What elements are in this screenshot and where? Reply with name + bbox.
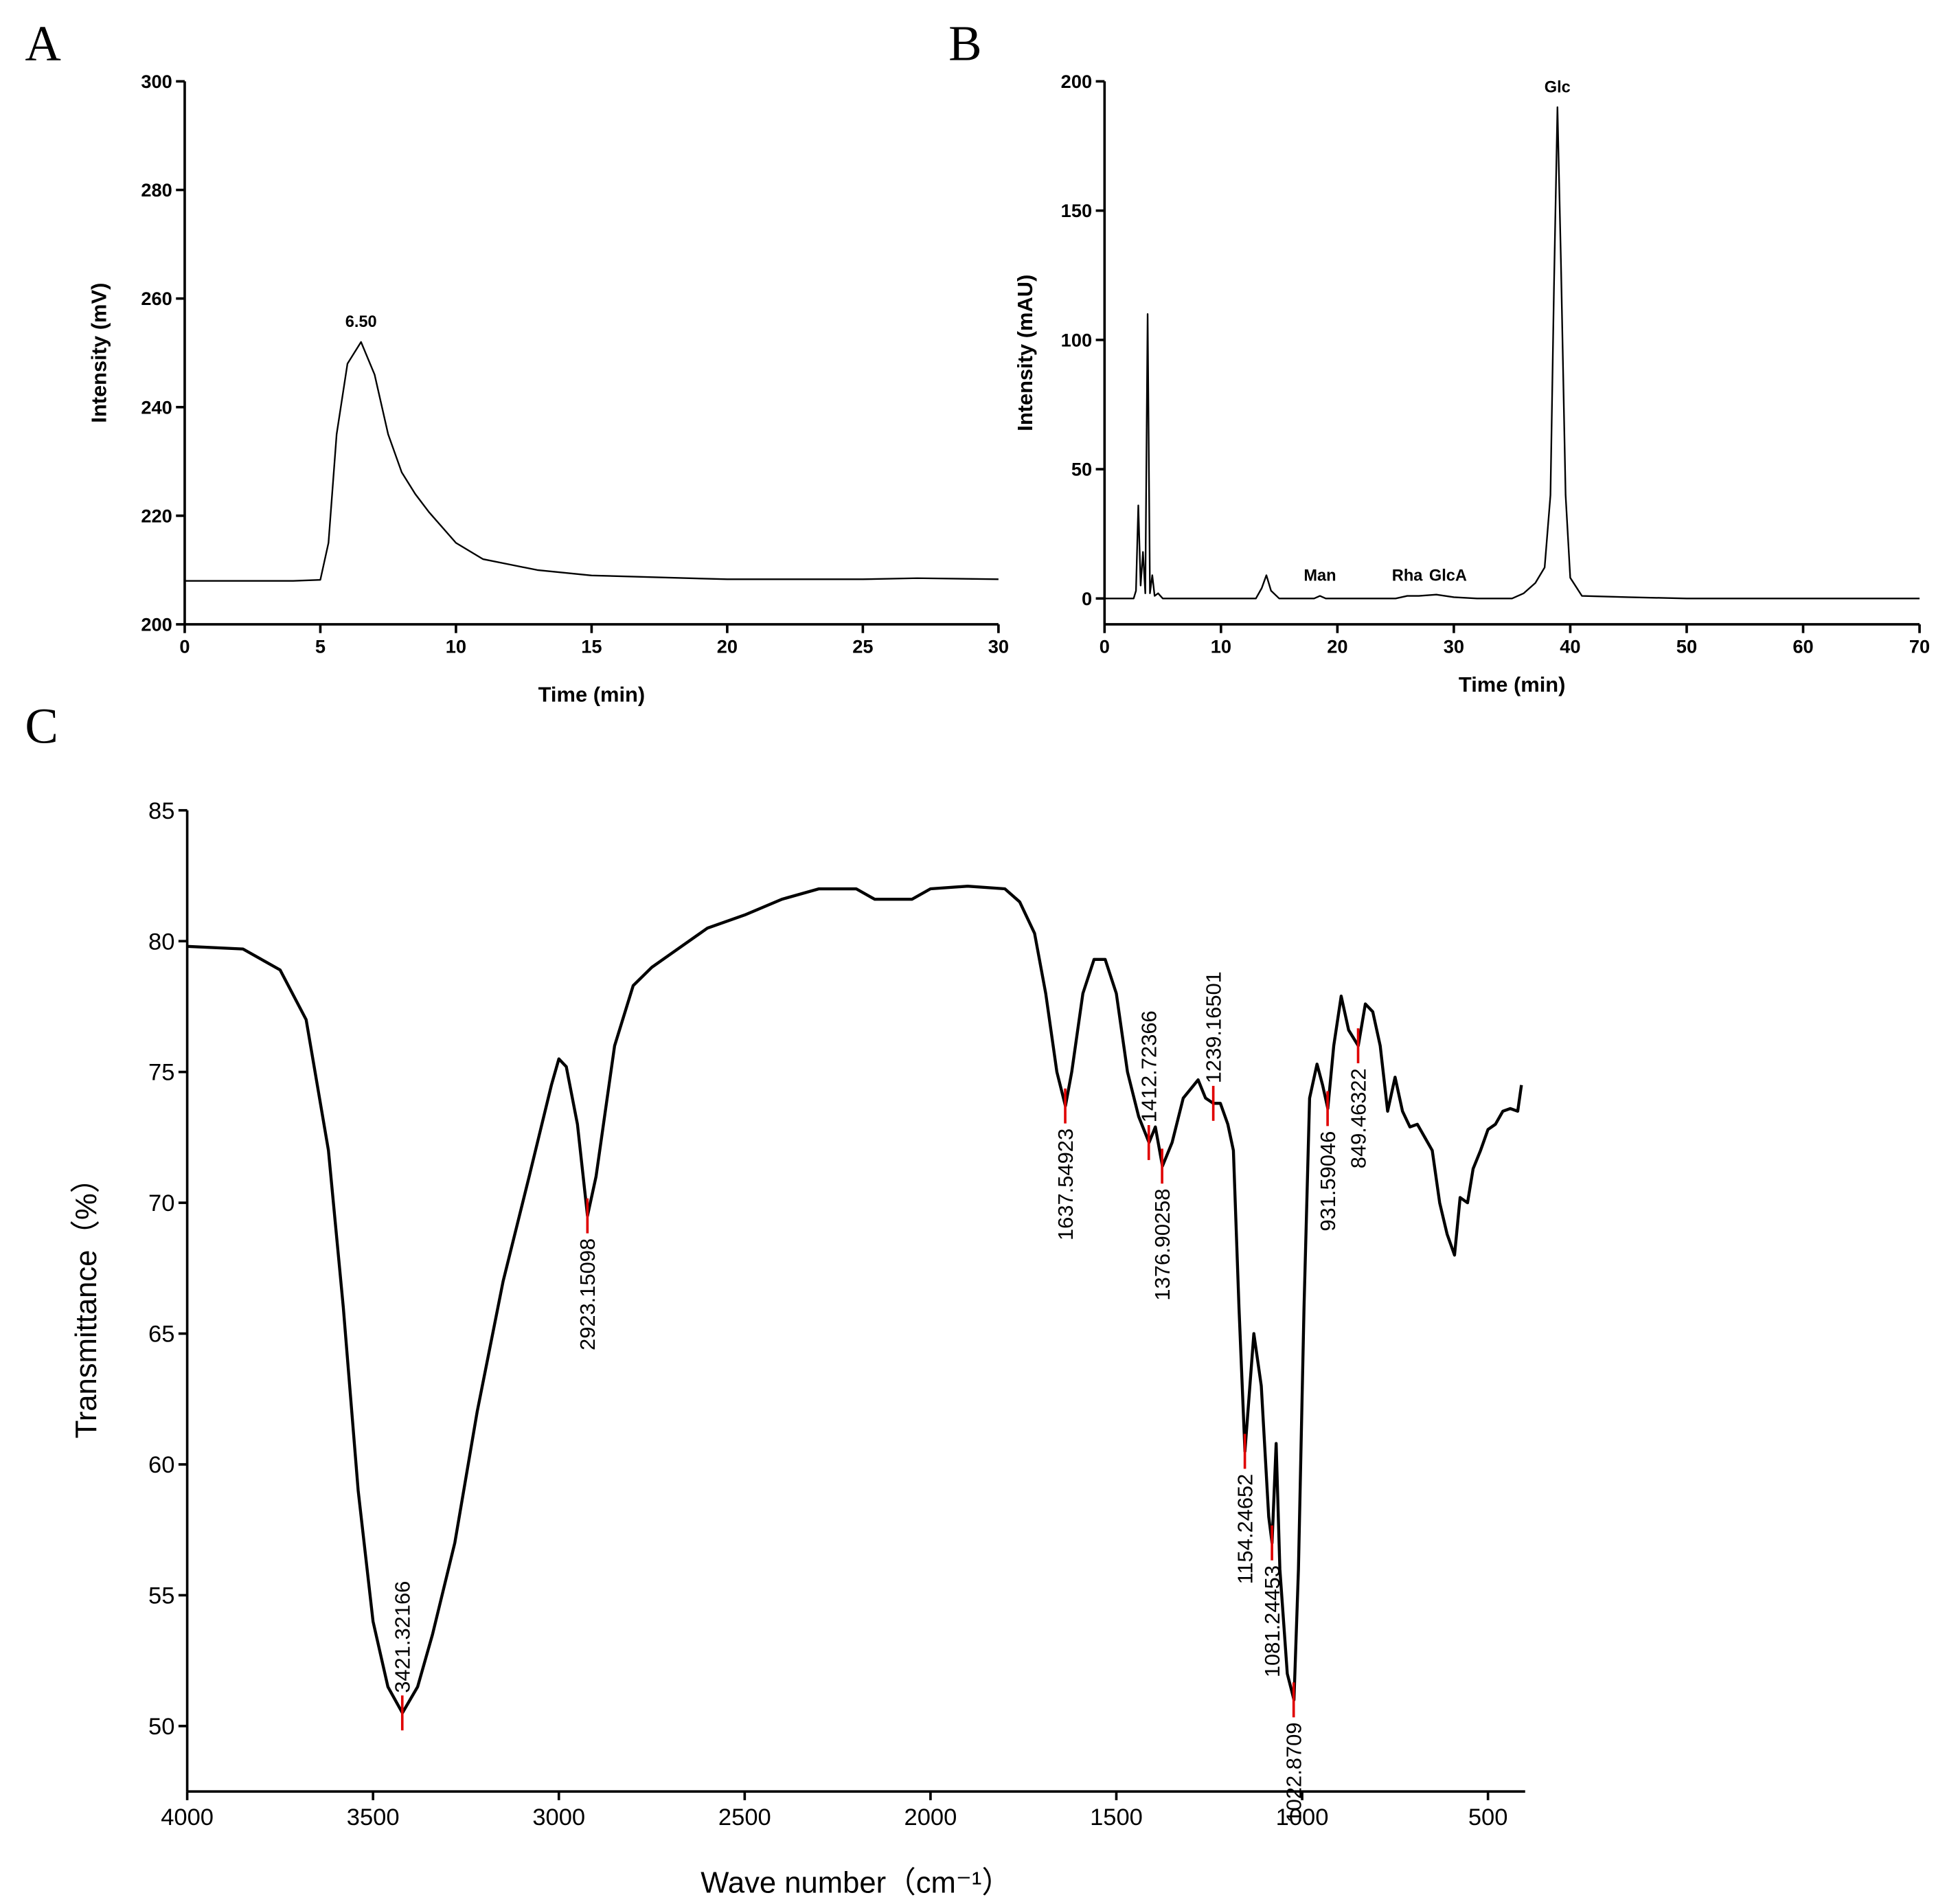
y-tick-label: 60 [148, 1452, 174, 1478]
x-tick-label: 1500 [1090, 1804, 1143, 1831]
x-tick-label: 500 [1468, 1804, 1508, 1831]
x-tick-label: 2500 [718, 1804, 771, 1831]
x-tick-label: 50 [1676, 636, 1697, 657]
x-tick-label: 20 [717, 636, 738, 657]
chart: B 0 10 20 30 40 50 60 70 0 50 100 150 200 Time (min) In… [948, 16, 1930, 697]
x-axis-label: Time (min) [1459, 672, 1566, 696]
x-tick-label: 15 [581, 636, 602, 657]
x-tick-label: 10 [446, 636, 466, 657]
y-axis-label: Intensity (mAU) [1013, 275, 1037, 431]
x-tick-label: 4000 [161, 1804, 214, 1831]
y-tick-label: 220 [141, 505, 172, 526]
y-tick-label: 200 [141, 613, 172, 635]
y-tick-label: 70 [148, 1190, 174, 1216]
x-tick-label: 5 [315, 636, 326, 657]
y-tick-label: 240 [141, 396, 172, 418]
peak-label: 1412.72366 [1137, 1010, 1161, 1122]
annotation: Glc [1545, 78, 1571, 96]
y-tick-label: 150 [1061, 200, 1092, 221]
x-tick-label: 0 [179, 636, 190, 657]
x-axis-label: Time (min) [538, 683, 646, 707]
x-tick-label: 70 [1909, 636, 1930, 657]
x-tick-label: 0 [1100, 636, 1110, 657]
peak-label: 1022.8709 [1282, 1723, 1306, 1823]
y-tick-label: 0 [1082, 588, 1092, 609]
y-tick-label: 85 [148, 798, 174, 824]
y-axis-label: Transmittance（%） [70, 1164, 103, 1439]
y-tick-label: 260 [141, 288, 172, 309]
peak-label: 2923.15098 [576, 1238, 600, 1350]
y-tick-label: 65 [148, 1322, 174, 1348]
peak-label: 1239.16501 [1202, 971, 1226, 1083]
y-tick-label: 55 [148, 1583, 174, 1609]
panel-label: A [25, 16, 60, 71]
peak-label: 1081.24453 [1260, 1565, 1284, 1677]
peak-label: 931.59046 [1316, 1131, 1340, 1232]
annotation: Rha [1392, 567, 1423, 585]
line-series [187, 885, 1523, 1715]
y-tick-label: 50 [148, 1714, 174, 1740]
y-tick-label: 75 [148, 1060, 174, 1086]
x-tick-label: 1000 [1276, 1804, 1329, 1831]
x-tick-label: 60 [1792, 636, 1813, 657]
chart: A 0 5 10 15 20 25 30 200 220 240 260 280 300 Time (min… [25, 16, 1009, 707]
annotation: GlcA [1429, 567, 1467, 585]
x-tick-label: 10 [1211, 636, 1231, 657]
x-tick-label: 25 [852, 636, 873, 657]
panel-label: B [948, 16, 981, 71]
y-tick-label: 100 [1061, 329, 1092, 350]
annotation: Man [1303, 567, 1336, 585]
y-axis-label: Intensity (mV) [87, 283, 111, 423]
y-tick-label: 50 [1071, 459, 1092, 480]
chart: C 4000 3500 3000 2500 2000 1500 1000 500 50 55 60 65… [25, 699, 1525, 1899]
x-tick-label: 30 [988, 636, 1009, 657]
peak-label: 1637.54923 [1054, 1129, 1078, 1240]
peak-label: 849.46322 [1346, 1068, 1370, 1168]
x-axis-label: Wave number（cm⁻¹） [701, 1866, 1012, 1899]
line-series [1104, 106, 1920, 600]
x-tick-label: 3000 [532, 1804, 585, 1831]
y-tick-label: 280 [141, 179, 172, 201]
x-tick-label: 2000 [904, 1804, 957, 1831]
x-tick-label: 30 [1444, 636, 1464, 657]
x-tick-label: 3500 [347, 1804, 400, 1831]
annotation: 6.50 [345, 313, 377, 331]
line-series [184, 341, 999, 582]
panel-label: C [25, 699, 58, 754]
y-tick-label: 200 [1061, 71, 1092, 92]
y-tick-label: 80 [148, 929, 174, 955]
peak-label: 1154.24652 [1233, 1474, 1257, 1585]
x-tick-label: 40 [1560, 636, 1580, 657]
peak-label: 1376.90258 [1150, 1188, 1174, 1300]
peak-label: 3421.32166 [391, 1581, 415, 1693]
y-tick-label: 300 [141, 71, 172, 92]
x-tick-label: 20 [1327, 636, 1347, 657]
